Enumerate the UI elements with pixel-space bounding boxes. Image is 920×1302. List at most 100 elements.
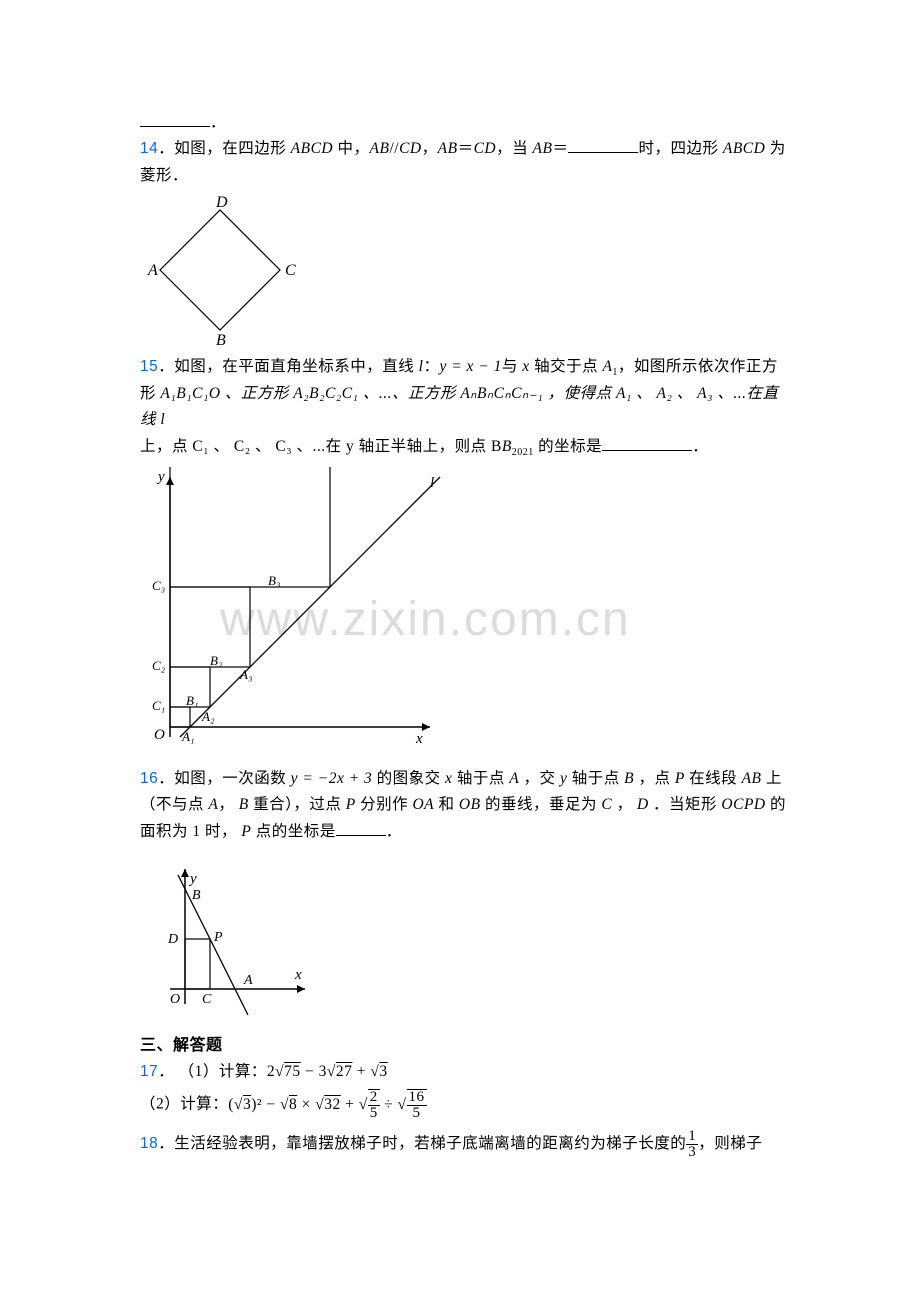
q16-l1b: 的图象交 xyxy=(372,770,445,787)
q18-fd: 3 xyxy=(686,1145,698,1160)
q15-blank xyxy=(602,434,692,451)
q17-f2d: 5 xyxy=(407,1106,427,1121)
q16-l1g: 在线段 xyxy=(685,770,742,787)
svg-text:C₁: C₁ xyxy=(152,698,165,713)
label-A: A xyxy=(147,262,158,279)
q16-l2d: 的垂线，垂足为 xyxy=(481,796,602,813)
q17-p2: （2）计算：(√3)² − √8 × √32 + √25 ÷ √165 xyxy=(140,1089,790,1121)
q18-num: 18 xyxy=(140,1136,158,1153)
q16-OB: OB xyxy=(459,796,481,813)
q16-c: ， xyxy=(218,796,238,813)
q16-line2: （不与点 A， B 重合），过点 P 分别作 OA 和 OB 的垂线，垂足为 C… xyxy=(140,792,790,818)
svg-text:x: x xyxy=(415,731,423,747)
q14-par: // xyxy=(389,140,399,157)
q16-P: P xyxy=(675,770,685,787)
q16-l1d: ，交 xyxy=(519,770,560,787)
q14-td: 时，四边形 xyxy=(638,140,722,157)
svg-text:B₁: B₁ xyxy=(186,693,198,708)
svg-text:D: D xyxy=(167,932,178,947)
label-C: C xyxy=(285,262,296,279)
q14-tail: 菱形． xyxy=(140,167,188,184)
svg-text:B₂: B₂ xyxy=(210,653,223,668)
svg-text:x: x xyxy=(294,967,302,983)
q15-x: x xyxy=(522,358,529,375)
q16-line1: 16．如图，一次函数 y = −2x + 3 的图象交 x 轴于点 A ，交 y… xyxy=(140,766,790,792)
q16-eqn: y = −2x + 3 xyxy=(291,770,373,787)
svg-text:B₃: B₃ xyxy=(268,573,280,588)
q14-ta: ．如图，在四边形 xyxy=(158,140,290,157)
q14-cd2: CD xyxy=(474,140,497,157)
q15-l1c: 轴交于点 xyxy=(530,358,603,375)
section-3-heading: 三、解答题 xyxy=(140,1032,790,1059)
q15-l2a: 形 xyxy=(140,385,160,402)
q14-blank xyxy=(568,137,638,154)
svg-text:y: y xyxy=(156,469,165,485)
q16-D: D xyxy=(637,796,649,813)
q17-f2n: 16 xyxy=(407,1090,427,1106)
q15-line3: 上，点 C₁ 、 C₂ 、 C₃ 、...在 y 轴正半轴上，则点 BB2021… xyxy=(140,434,790,461)
q17-p2e: (√3)² − √8 × √32 + √25 ÷ √165 xyxy=(228,1096,426,1113)
q16-l1h: 上 xyxy=(762,770,782,787)
q16-l1f: ，点 xyxy=(634,770,675,787)
svg-text:P: P xyxy=(213,930,223,945)
q16-A2: A xyxy=(208,796,218,813)
q16-and: 和 xyxy=(434,796,459,813)
q17-num: 17 xyxy=(140,1063,158,1080)
q14-abcd2: ABCD xyxy=(723,140,765,157)
q16-l2e: ．当矩形 xyxy=(649,796,722,813)
q15-eqn: y = x − 1 xyxy=(439,358,501,375)
q16-B: B xyxy=(624,770,634,787)
q14-c1: ， xyxy=(422,140,438,157)
q16-P3: P xyxy=(241,823,251,840)
q18-ta: ．生活经验表明，靠墙摆放梯子时，若梯子底端离墙的距离约为梯子长度的 xyxy=(158,1136,686,1153)
q15-A1: A xyxy=(602,358,612,375)
svg-text:A₃: A₃ xyxy=(239,667,252,682)
svg-text:l: l xyxy=(430,475,434,491)
q16-blank xyxy=(336,819,386,836)
svg-text:A: A xyxy=(243,973,253,988)
q16-line3: 面积为 1 时， P 点的坐标是． xyxy=(140,819,790,845)
q14-num: 14 xyxy=(140,140,158,157)
label-D: D xyxy=(215,195,228,211)
q14-line1: 14．如图，在四边形 ABCD 中，AB//CD，AB＝CD，当 AB＝时，四边… xyxy=(140,136,790,162)
q15-l1a: ．如图，在平面直角坐标系中，直线 xyxy=(158,358,418,375)
q16-l1c: 轴于点 xyxy=(452,770,509,787)
q14-abcd1: ABCD xyxy=(291,140,333,157)
q15-seq: A₁B₁C₁O 、正方形 A₂B₂C₂C₁ 、...、正方形 AₙBₙCₙCₙ₋… xyxy=(140,385,779,428)
q14-eq2: ＝ xyxy=(552,140,568,157)
q15-line2: 形 A₁B₁C₁O 、正方形 A₂B₂C₂C₁ 、...、正方形 AₙBₙCₙC… xyxy=(140,381,790,434)
q18-frac: 13 xyxy=(686,1129,698,1160)
svg-text:O: O xyxy=(154,727,165,743)
q14-ab: AB xyxy=(370,140,390,157)
q16-C: C xyxy=(601,796,612,813)
q15-line1: 15．如图，在平面直角坐标系中，直线 l：y = x − 1与 x 轴交于点 A… xyxy=(140,354,790,381)
q16-c2: ， xyxy=(612,796,637,813)
q16-l2c: 分别作 xyxy=(356,796,413,813)
q17-p2l: （2）计算： xyxy=(140,1096,228,1113)
q17-f1n: 2 xyxy=(368,1090,380,1106)
content-region: ． 14．如图，在四边形 ABCD 中，AB//CD，AB＝CD，当 AB＝时，… xyxy=(140,110,790,1160)
q14-ab3: AB xyxy=(533,140,553,157)
q15-l1d: ，如图所示依次作正方 xyxy=(618,358,778,375)
q16-P2: P xyxy=(346,796,356,813)
q16-OA: OA xyxy=(412,796,434,813)
q16-A: A xyxy=(509,770,519,787)
svg-text:O: O xyxy=(170,992,180,1007)
q16-l2b: 重合），过点 xyxy=(249,796,346,813)
q16-B2: B xyxy=(239,796,249,813)
svg-text:B: B xyxy=(192,888,201,903)
q18-tb: ，则梯子 xyxy=(698,1136,762,1153)
q16-OCPD: OCPD xyxy=(721,796,765,813)
svg-text:y: y xyxy=(188,871,197,887)
q15-l3a: 上，点 C₁ 、 C₂ 、 C₃ 、...在 y 轴正半轴上，则点 B xyxy=(140,438,502,455)
q16-AB: AB xyxy=(742,770,762,787)
q14-te: 为 xyxy=(765,140,785,157)
q17-f1d: 5 xyxy=(368,1106,380,1121)
q15-l3b: 的坐标是 xyxy=(534,438,602,455)
q14-ab2: AB xyxy=(438,140,458,157)
q16-num: 16 xyxy=(140,770,158,787)
q17-div: ÷ xyxy=(384,1096,397,1113)
label-B: B xyxy=(216,332,226,345)
q17-p1e: 2√75 − 3√27 + √3 xyxy=(267,1063,388,1080)
q18-line: 18．生活经验表明，靠墙摆放梯子时，若梯子底端离墙的距离约为梯子长度的13，则梯… xyxy=(140,1129,790,1160)
